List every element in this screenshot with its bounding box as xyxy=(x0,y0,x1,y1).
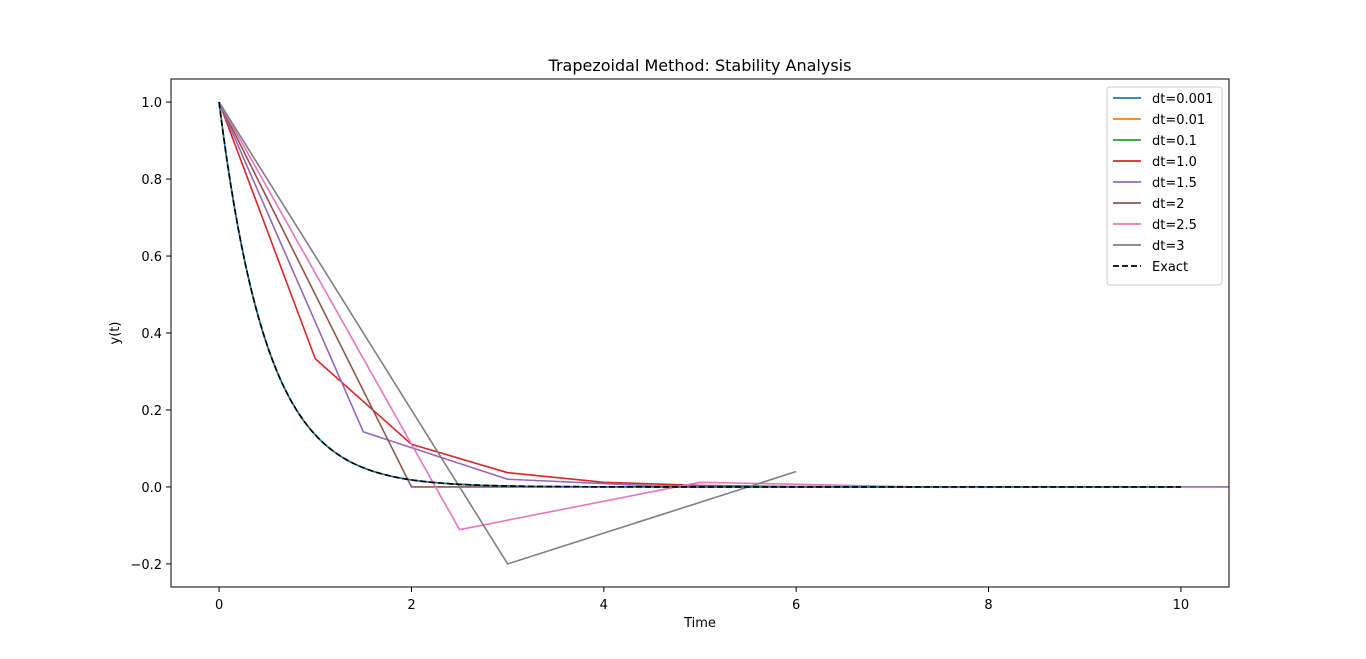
legend-label: dt=0.1 xyxy=(1152,134,1197,149)
x-tick-label: 8 xyxy=(984,598,992,613)
x-tick-label: 10 xyxy=(1173,598,1190,613)
y-tick-label: 1.0 xyxy=(141,96,162,111)
x-tick-label: 6 xyxy=(792,598,800,613)
series-line-dt-1-5 xyxy=(218,101,1229,488)
y-tick-label: 0.2 xyxy=(141,404,162,419)
x-tick-label: 0 xyxy=(215,598,223,613)
x-axis: 0 2 4 6 8 10 xyxy=(215,587,1189,613)
series-line-dt-0-1 xyxy=(218,101,1181,488)
series-line-dt-2-5 xyxy=(218,101,1181,531)
legend-label: dt=2 xyxy=(1152,197,1185,212)
series-line-exact xyxy=(218,101,1181,488)
legend-label: dt=0.01 xyxy=(1152,113,1205,128)
series-line-dt-0-001 xyxy=(218,101,1181,488)
y-tick-label: 0.6 xyxy=(141,250,162,265)
legend-label: dt=0.001 xyxy=(1152,92,1213,107)
y-axis-label: y(t) xyxy=(108,322,123,345)
legend-label: Exact xyxy=(1152,260,1188,275)
x-tick-label: 4 xyxy=(600,598,608,613)
legend-label: dt=2.5 xyxy=(1152,218,1197,233)
series-line-dt-2 xyxy=(218,101,1181,488)
series-line-dt-3 xyxy=(218,101,797,565)
y-tick-label: 0.8 xyxy=(141,173,162,188)
series-line-dt-0-01 xyxy=(218,101,1181,488)
chart-title: Trapezoidal Method: Stability Analysis xyxy=(548,56,852,75)
x-tick-label: 2 xyxy=(407,598,415,613)
y-tick-label: −0.2 xyxy=(130,558,162,573)
plot-frame xyxy=(170,78,1230,588)
y-tick-label: 0.0 xyxy=(141,481,162,496)
plot-area xyxy=(218,101,1229,565)
legend-box xyxy=(1106,86,1223,286)
y-axis: −0.2 0.0 0.2 0.4 0.6 0.8 1.0 xyxy=(130,96,171,573)
legend-label: dt=3 xyxy=(1152,239,1185,254)
legend-label: dt=1.0 xyxy=(1152,155,1197,170)
legend-label: dt=1.5 xyxy=(1152,176,1197,191)
y-tick-label: 0.4 xyxy=(141,327,162,342)
legend: dt=0.001 dt=0.01 dt=0.1 dt=1.0 dt=1.5 dt=2 dt=… xyxy=(1106,86,1223,286)
series-line-dt-1-0 xyxy=(218,101,1181,488)
x-axis-label: Time xyxy=(683,616,716,631)
